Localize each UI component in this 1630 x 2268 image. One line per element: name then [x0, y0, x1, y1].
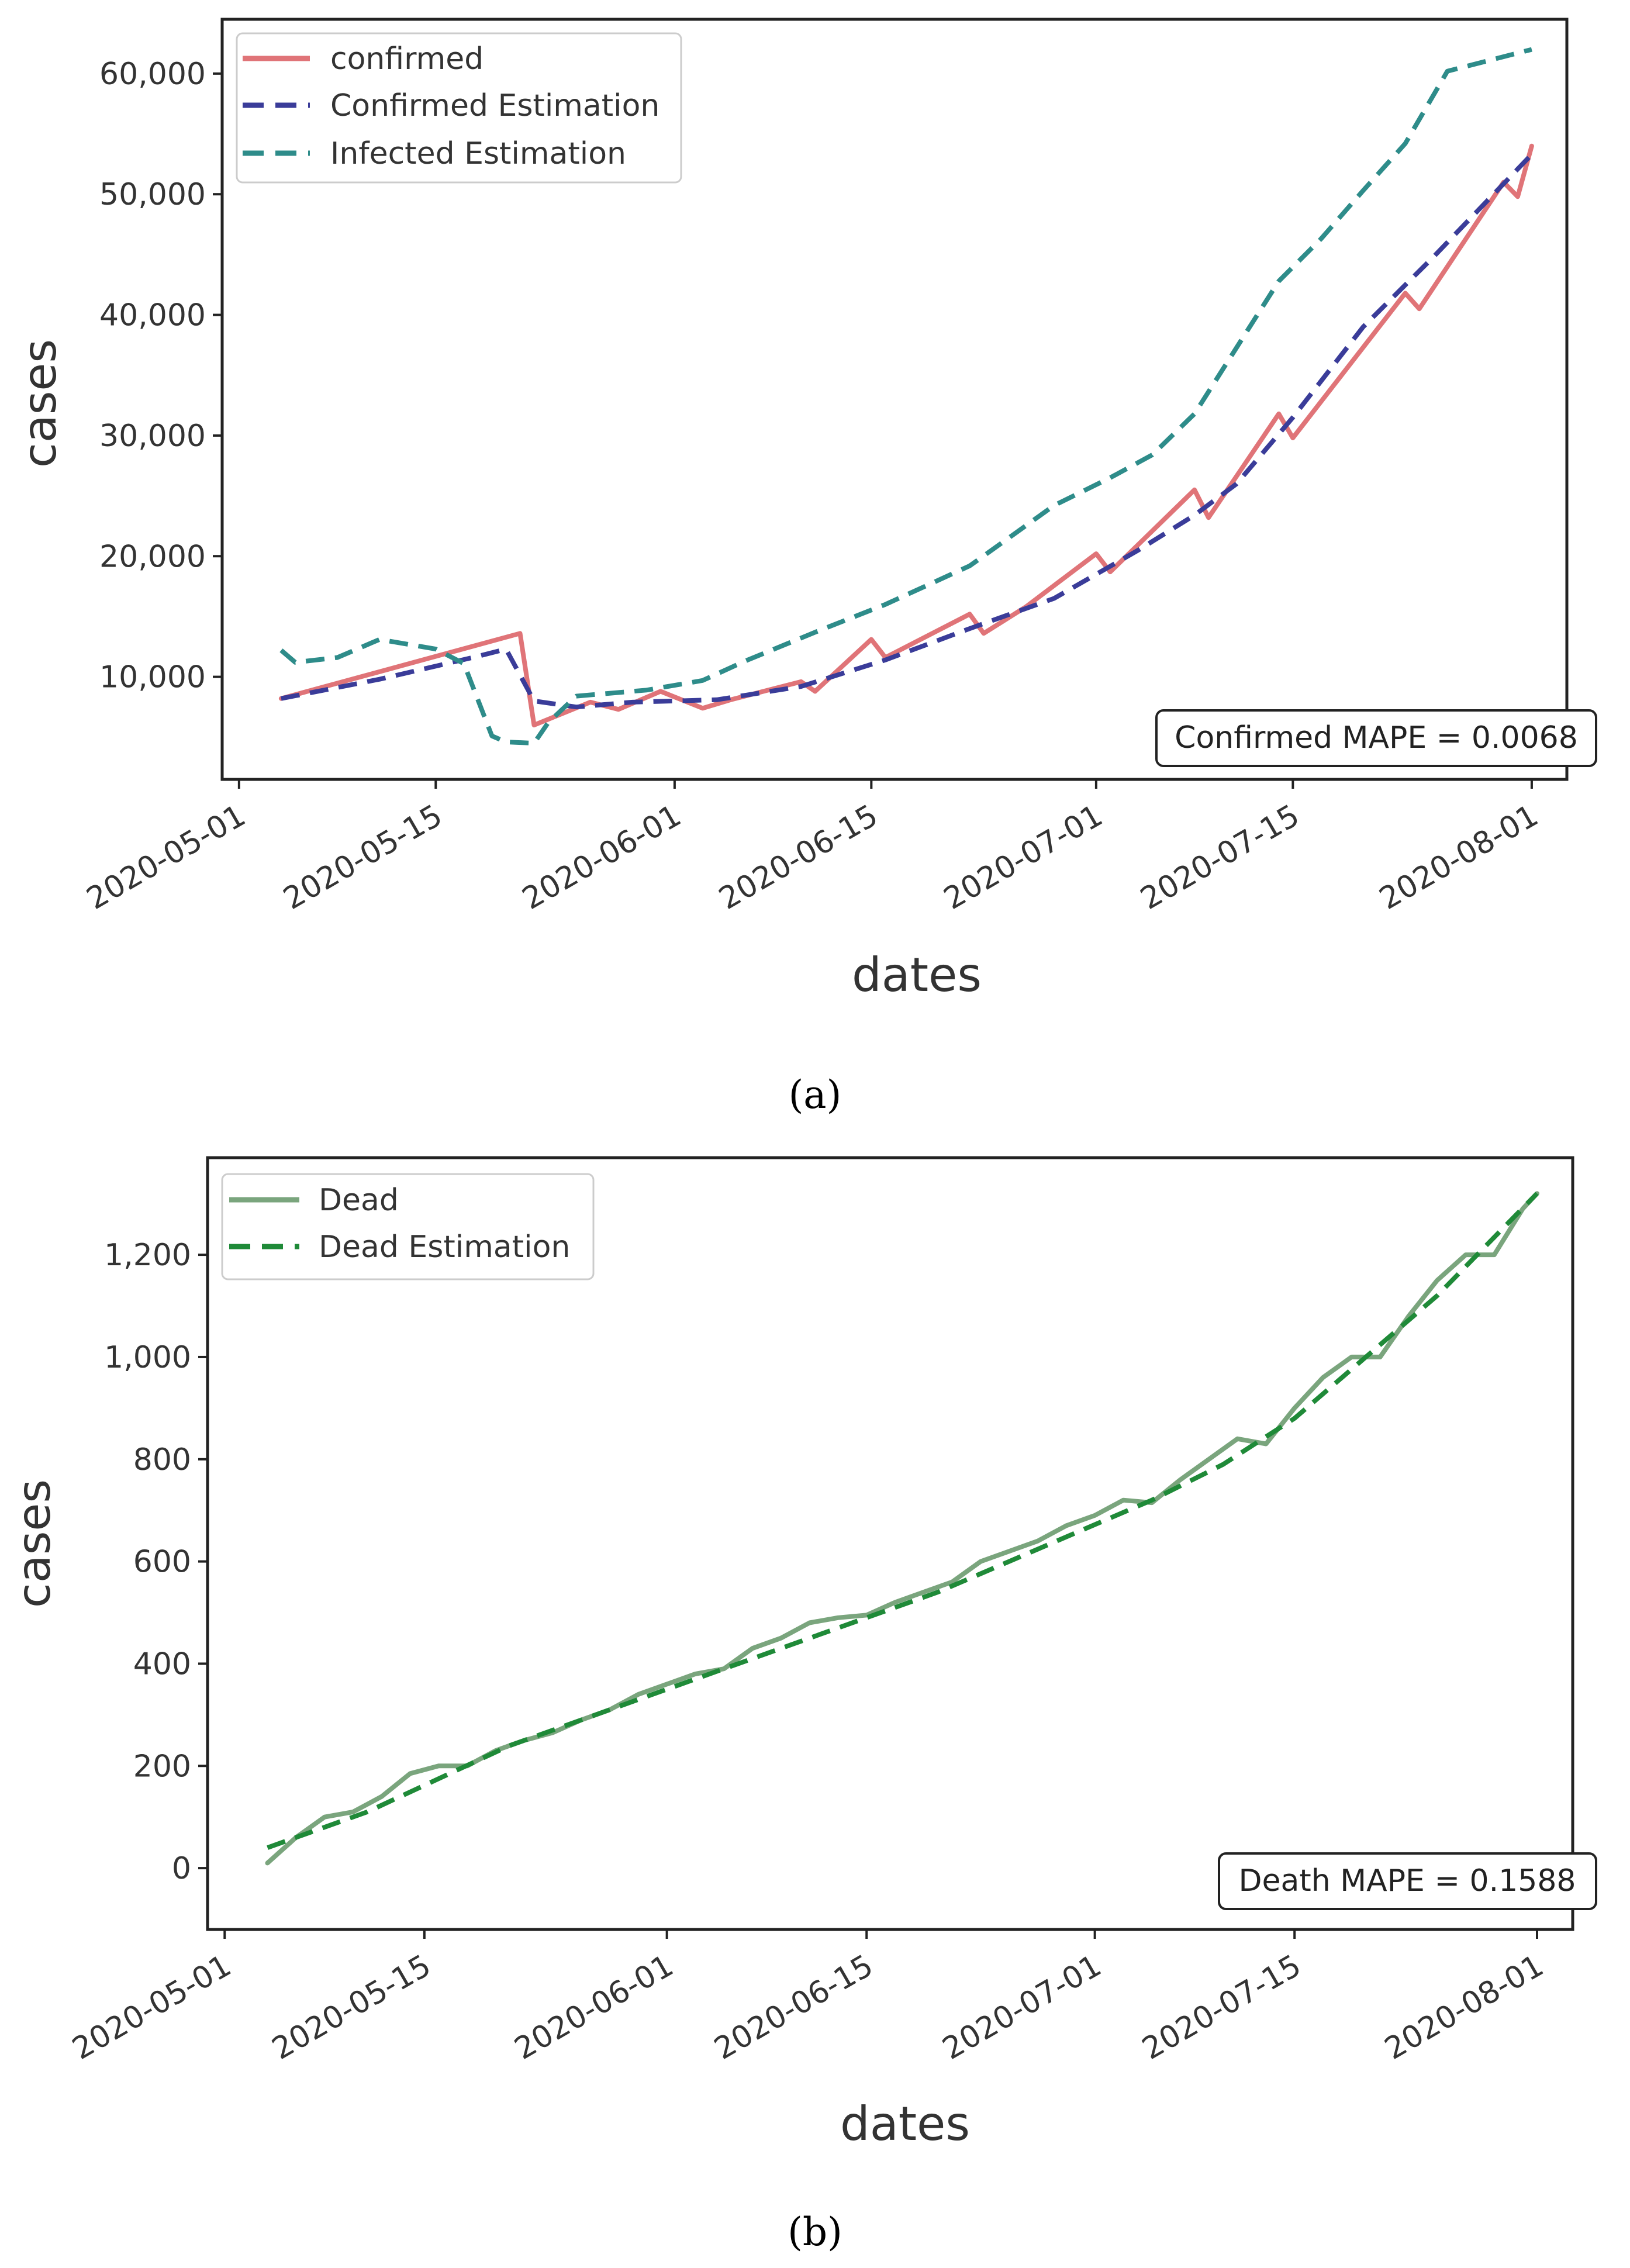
- legend-label-dead: Dead: [319, 1183, 399, 1218]
- plot-frame-b: [206, 1156, 1574, 1931]
- mape-box-b: [1218, 1852, 1597, 1910]
- panel-b: 2020-05-01 2020-05-15 2020-06-01 2020-06-15…: [8, 1156, 1597, 2255]
- legend-label-dead-estimation: Dead Estimation: [319, 1230, 570, 1265]
- x-tick-label: 2020-08-01: [1379, 1948, 1550, 2067]
- series-line-dead-estimation: [267, 1192, 1539, 1850]
- mape-text-b: Death MAPE = 0.1588: [1238, 1863, 1576, 1898]
- y-tick-label: 1,000: [104, 1340, 191, 1375]
- x-tick-label: 2020-08-01: [1373, 798, 1544, 917]
- legend-label-infected-estimation: Infected Estimation: [330, 136, 626, 171]
- x-tick-label: 2020-07-15: [1137, 1948, 1307, 2067]
- x-tick-label: 2020-06-15: [713, 798, 884, 917]
- mape-text-a: Confirmed MAPE = 0.0068: [1175, 720, 1578, 755]
- series-lines-b: [265, 1191, 1539, 1866]
- x-axis-label-b: dates: [840, 2097, 970, 2151]
- y-axis-a: 10,000 20,000 30,000 40,000 50,000 60,000: [99, 57, 222, 695]
- series-line-dead: [265, 1191, 1539, 1866]
- x-tick-label: 2020-05-01: [81, 798, 251, 917]
- y-tick-label: 600: [133, 1545, 191, 1580]
- y-tick-label: 40,000: [99, 298, 206, 333]
- mape-annotation-a: Confirmed MAPE = 0.0068: [1155, 709, 1597, 767]
- x-axis-b: 2020-05-01 2020-05-15 2020-06-01 2020-06-15…: [67, 1929, 1549, 2067]
- mape-annotation-b: Death MAPE = 0.1588: [1218, 1852, 1597, 1910]
- y-tick-label: 60,000: [99, 57, 206, 92]
- y-tick-label: 0: [172, 1851, 191, 1886]
- mape-box-a: [1155, 709, 1597, 767]
- legend-box-a: [236, 32, 682, 184]
- legend-box-b: [221, 1173, 595, 1280]
- panel-label-b: (b): [788, 2210, 842, 2255]
- y-axis-label-a: cases: [14, 339, 67, 468]
- panel-a: 2020-05-01 2020-05-15 2020-06-01 2020-06-15…: [14, 18, 1597, 1117]
- x-tick-label: 2020-07-15: [1135, 798, 1306, 917]
- y-tick-label: 200: [133, 1749, 191, 1784]
- x-tick-label: 2020-06-15: [709, 1948, 879, 2067]
- y-tick-label: 1,200: [104, 1238, 191, 1273]
- x-tick-label: 2020-05-01: [67, 1948, 237, 2067]
- x-axis-a: 2020-05-01 2020-05-15 2020-06-01 2020-06-15…: [81, 779, 1544, 917]
- y-axis-b: 0 200 400 600 800 1,000 1,200: [104, 1238, 208, 1886]
- legend-label-confirmed-estimation: Confirmed Estimation: [330, 88, 659, 123]
- x-axis-label-a: dates: [852, 948, 982, 1002]
- y-axis-label-b: cases: [8, 1479, 61, 1608]
- y-tick-label: 800: [133, 1442, 191, 1478]
- legend-a: confirmed Confirmed Estimation Infected …: [236, 32, 682, 184]
- series-lines-a: [278, 47, 1534, 746]
- x-tick-label: 2020-05-15: [266, 1948, 437, 2067]
- x-tick-label: 2020-05-15: [278, 798, 448, 917]
- y-tick-label: 30,000: [99, 419, 206, 454]
- panel-label-a: (a): [789, 1072, 842, 1117]
- x-tick-label: 2020-06-01: [516, 798, 687, 917]
- x-tick-label: 2020-06-01: [509, 1948, 679, 2067]
- y-tick-label: 20,000: [99, 539, 206, 574]
- legend-label-confirmed: confirmed: [330, 42, 484, 77]
- y-tick-label: 400: [133, 1646, 191, 1682]
- legend-b: Dead Dead Estimation: [221, 1173, 595, 1280]
- y-tick-label: 50,000: [99, 177, 206, 212]
- y-tick-label: 10,000: [99, 660, 206, 695]
- series-line-infected-estimation: [279, 47, 1532, 746]
- x-tick-label: 2020-07-01: [938, 798, 1108, 917]
- series-line-confirmed-estimation: [281, 153, 1534, 710]
- x-tick-label: 2020-07-01: [937, 1948, 1107, 2067]
